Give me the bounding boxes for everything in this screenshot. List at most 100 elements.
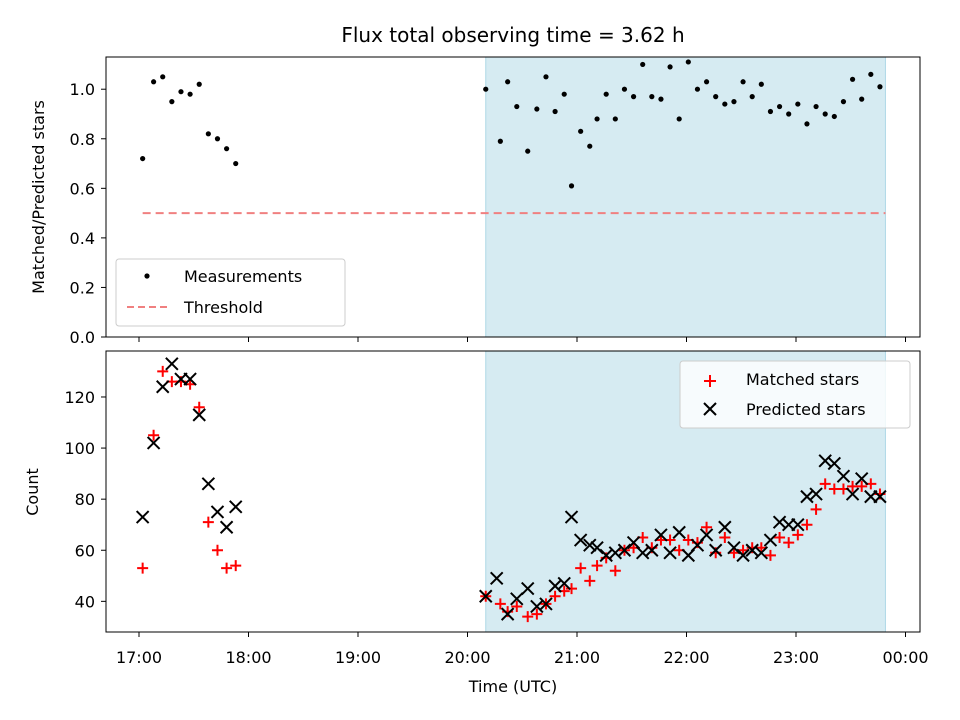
measurement-point bbox=[233, 160, 239, 167]
matched-point bbox=[810, 503, 822, 515]
predicted-point bbox=[708, 543, 723, 557]
top-chart-frame bbox=[105, 56, 921, 338]
matched-point bbox=[202, 516, 214, 528]
legend-threshold-label: Threshold bbox=[183, 298, 263, 317]
predicted-point bbox=[479, 589, 493, 603]
predicted-point bbox=[672, 525, 686, 540]
x-tick-label: 00:00 bbox=[882, 648, 928, 667]
predicted-point bbox=[763, 533, 778, 547]
matched-point bbox=[701, 521, 713, 533]
measurement-point bbox=[658, 96, 664, 102]
measurement-point bbox=[169, 99, 175, 105]
matched-point bbox=[211, 544, 223, 556]
top-y-axis-label: Matched/Predicted stars bbox=[29, 100, 48, 294]
x-axis-label: Time (UTC) bbox=[468, 677, 557, 696]
measurement-point bbox=[831, 113, 837, 120]
measurement-point bbox=[776, 103, 783, 110]
measurement-point bbox=[667, 64, 673, 70]
predicted-point bbox=[210, 505, 225, 519]
predicted-point bbox=[617, 543, 632, 557]
legend-measurements-label: Measurements bbox=[184, 267, 302, 286]
measurement-point bbox=[552, 108, 558, 115]
figure-title: Flux total observing time = 3.62 h bbox=[341, 23, 684, 47]
measurement-point bbox=[505, 79, 511, 85]
predicted-point bbox=[192, 408, 206, 422]
measurement-point bbox=[649, 94, 655, 100]
legend-matched-marker bbox=[704, 375, 716, 387]
measurement-point bbox=[140, 155, 146, 162]
y-tick-label: 100 bbox=[64, 439, 95, 458]
y-tick-label: 0.6 bbox=[70, 179, 95, 198]
predicted-point bbox=[791, 518, 805, 532]
predicted-point bbox=[583, 538, 597, 552]
matched-point bbox=[522, 611, 534, 623]
matched-point bbox=[531, 608, 543, 620]
y-tick-label: 0.2 bbox=[70, 278, 95, 297]
measurement-point bbox=[868, 71, 874, 77]
measurement-point bbox=[497, 138, 503, 144]
predicted-point bbox=[718, 520, 732, 534]
bottom-y-axis-label: Count bbox=[23, 468, 42, 516]
predicted-point bbox=[201, 477, 216, 491]
measurement-point bbox=[676, 116, 682, 122]
predicted-point bbox=[539, 597, 553, 611]
measurement-point bbox=[758, 81, 764, 87]
measurement-point bbox=[713, 94, 719, 100]
predicted-point bbox=[827, 456, 842, 471]
matched-point bbox=[792, 529, 804, 541]
legend-matched-label: Matched stars bbox=[746, 370, 859, 389]
matched-point bbox=[575, 562, 587, 574]
measurement-point bbox=[514, 103, 520, 110]
measurement-point bbox=[731, 99, 737, 105]
matched-point bbox=[719, 531, 731, 543]
predicted-point bbox=[183, 372, 197, 386]
matched-point bbox=[774, 531, 786, 543]
predicted-point bbox=[736, 548, 750, 563]
matched-point bbox=[609, 565, 621, 577]
measurement-point bbox=[840, 99, 847, 105]
matched-point bbox=[591, 560, 603, 572]
matched-point bbox=[148, 429, 160, 441]
matched-point bbox=[856, 480, 868, 492]
measurement-point bbox=[196, 81, 202, 87]
top-shaded-region bbox=[485, 56, 886, 338]
measurement-point bbox=[621, 86, 628, 92]
predicted-point bbox=[510, 592, 524, 606]
y-tick-label: 40 bbox=[75, 592, 95, 611]
measurement-point bbox=[568, 183, 575, 189]
matched-point bbox=[566, 583, 578, 595]
x-tick-label: 21:00 bbox=[554, 648, 600, 667]
measurement-point bbox=[178, 89, 184, 95]
legend-predicted-label: Predicted stars bbox=[746, 400, 866, 419]
predicted-point bbox=[818, 454, 832, 468]
measurement-point bbox=[822, 111, 828, 117]
measurement-point bbox=[483, 86, 489, 92]
measurement-point bbox=[612, 116, 618, 122]
x-tick-label: 18:00 bbox=[225, 648, 271, 667]
measurement-point bbox=[849, 76, 856, 82]
predicted-point bbox=[727, 540, 741, 555]
predicted-point bbox=[599, 548, 613, 563]
measurement-point bbox=[205, 131, 211, 137]
bottom-legend-box bbox=[679, 360, 911, 429]
measurement-point bbox=[640, 61, 646, 68]
x-tick-label: 17:00 bbox=[116, 648, 162, 667]
y-tick-label: 120 bbox=[64, 388, 95, 407]
predicted-point bbox=[573, 533, 588, 547]
measurement-point bbox=[740, 79, 746, 85]
measurement-point bbox=[603, 91, 609, 97]
matched-point bbox=[230, 560, 242, 572]
predicted-point bbox=[590, 540, 604, 555]
measurement-point bbox=[859, 96, 865, 102]
top-chart: 0.0 0.2 0.4 0.6 0.8 1.0 Matched/Predicted sta… bbox=[29, 56, 921, 347]
top-legend-box bbox=[115, 258, 346, 327]
measurement-point bbox=[804, 121, 810, 127]
predicted-point bbox=[489, 571, 504, 586]
matched-point bbox=[549, 590, 561, 602]
matched-point bbox=[221, 562, 233, 574]
measurement-point bbox=[151, 79, 157, 85]
measurement-point bbox=[543, 74, 549, 80]
bottom-chart-frame bbox=[105, 350, 921, 633]
matched-point bbox=[755, 542, 767, 554]
